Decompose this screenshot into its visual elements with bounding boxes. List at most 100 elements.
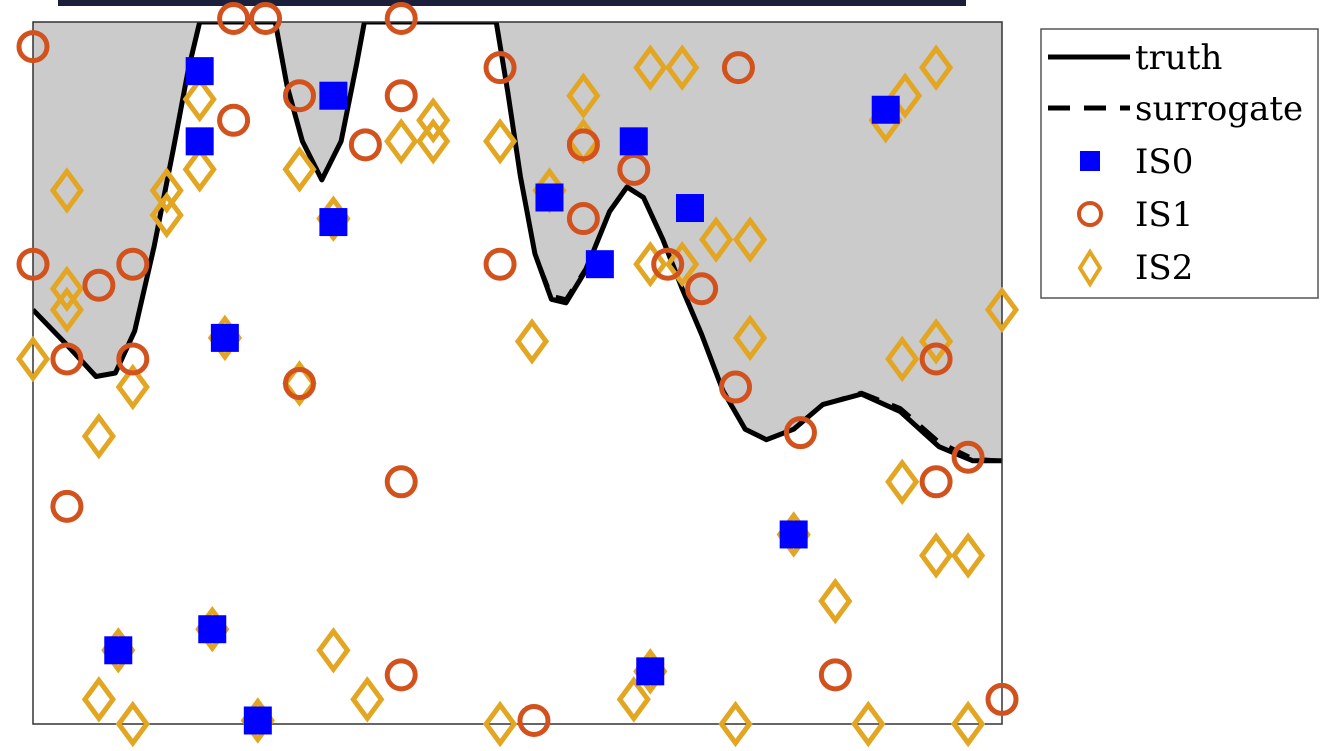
point-is2-27: [732, 216, 768, 263]
point-is1-27: [951, 440, 985, 474]
point-is2-23: [918, 44, 954, 91]
point-is2-0: [182, 75, 217, 123]
point-is2-9: [15, 335, 51, 383]
legend-label-is0: IS0: [1135, 142, 1193, 182]
legend-label-is1: IS1: [1135, 195, 1193, 235]
marker-layer: [15, 1, 1020, 748]
point-is2-28: [633, 240, 668, 288]
point-is1-24: [719, 370, 753, 404]
point-is0-9: [871, 95, 900, 124]
point-is2-30: [514, 318, 550, 365]
point-is2-44: [115, 700, 150, 748]
point-is2-47: [482, 700, 518, 748]
point-is1-7: [348, 128, 382, 162]
point-is1-10: [82, 268, 116, 302]
point-is0-10: [779, 520, 808, 549]
point-is1-29: [818, 658, 852, 692]
point-is2-21: [665, 44, 700, 91]
point-is1-25: [783, 416, 817, 450]
point-is2-1: [182, 146, 217, 193]
legend: truth surrogate IS0 IS1 IS2: [1040, 28, 1319, 299]
point-is0-7: [619, 127, 648, 156]
legend-label-is2: IS2: [1135, 248, 1193, 288]
point-is0-3: [319, 208, 348, 237]
point-is2-34: [984, 286, 1020, 334]
point-is2-35: [885, 458, 920, 506]
point-is1-23: [721, 51, 755, 85]
point-is0-13: [243, 706, 272, 735]
point-is0-8: [675, 194, 704, 223]
point-is2-18: [566, 72, 601, 119]
point-is2-32: [918, 318, 954, 365]
point-is0-14: [636, 657, 665, 686]
point-is1-8: [483, 51, 517, 85]
point-is0-12: [198, 615, 227, 644]
point-is1-3: [384, 1, 418, 35]
point-is2-16: [416, 97, 451, 144]
point-is2-4: [149, 191, 184, 239]
point-is2-50: [718, 700, 753, 748]
point-is1-18: [617, 152, 651, 186]
point-is1-9: [16, 247, 50, 281]
point-is1-26: [919, 342, 953, 376]
point-is2-17: [482, 118, 518, 165]
point-is1-4: [384, 79, 418, 113]
point-is0-6: [585, 250, 614, 279]
point-is0-0: [185, 57, 214, 86]
point-is2-40: [316, 627, 351, 674]
point-is1-20: [483, 247, 517, 281]
legend-marker-is1: [1077, 201, 1103, 227]
point-is2-26: [698, 216, 734, 263]
point-is2-43: [81, 676, 117, 723]
point-is2-39: [818, 577, 853, 625]
point-is2-29: [665, 240, 700, 288]
point-is2-36: [918, 532, 954, 579]
point-is1-15: [384, 465, 418, 499]
point-is2-31: [732, 314, 768, 362]
point-is2-7: [49, 265, 85, 313]
point-is1-32: [985, 682, 1019, 716]
legend-label-surrogate: surrogate: [1135, 89, 1303, 129]
point-is1-14: [282, 367, 316, 401]
point-is1-12: [50, 342, 84, 376]
point-is1-6: [217, 103, 251, 137]
point-is2-14: [384, 118, 419, 165]
legend-label-truth: truth: [1135, 38, 1222, 78]
point-is0-2: [319, 81, 348, 110]
point-is1-17: [566, 128, 600, 162]
curve-surrogate: [33, 22, 1002, 463]
point-is1-5: [282, 79, 316, 113]
point-is1-16: [50, 489, 84, 523]
point-is2-46: [350, 676, 385, 723]
point-is2-51: [851, 700, 886, 748]
feasible-region-shading: [33, 22, 1002, 461]
point-is2-11: [81, 412, 117, 460]
point-is1-11: [116, 247, 150, 281]
point-is2-33: [885, 335, 920, 383]
point-is2-5: [282, 146, 317, 193]
point-is2-2: [49, 167, 85, 214]
point-is1-2: [249, 1, 283, 35]
point-is0-1: [185, 127, 214, 156]
shade-region: [33, 22, 1002, 461]
point-is2-20: [633, 44, 668, 91]
point-is1-31: [517, 703, 551, 737]
legend-marker-is2: [1077, 248, 1103, 288]
point-is1-30: [384, 658, 418, 692]
top-banner-edge: [58, 0, 966, 6]
point-is2-15: [416, 118, 451, 165]
point-is1-19: [566, 202, 600, 236]
point-is2-10: [115, 363, 150, 411]
point-is0-4: [210, 323, 239, 352]
point-is1-13: [116, 342, 150, 376]
legend-marker-is0: [1080, 151, 1100, 171]
point-is2-48: [616, 676, 651, 723]
point-is2-52: [950, 700, 986, 748]
point-is2-22: [887, 72, 923, 119]
point-is1-22: [685, 272, 719, 306]
point-is2-13: [282, 360, 317, 407]
point-is2-8: [49, 286, 85, 334]
point-is1-1: [217, 1, 251, 35]
point-is1-0: [16, 30, 50, 64]
